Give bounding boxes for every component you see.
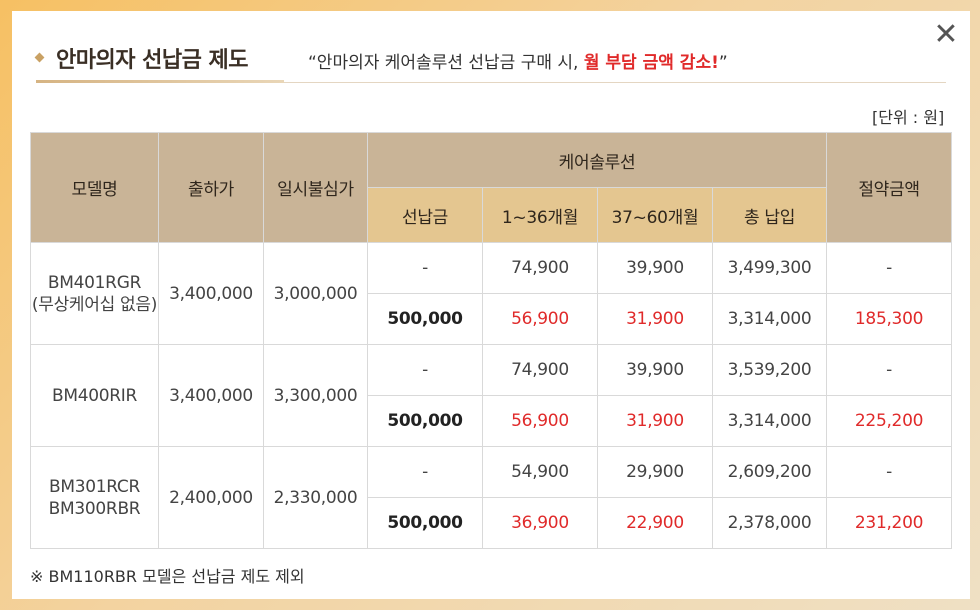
subheader-prepay: 선납금 bbox=[367, 187, 483, 243]
model-name: BM401RGR bbox=[47, 272, 142, 293]
model-cell: BM400RIR bbox=[30, 344, 159, 447]
lump-sum-price-cell: 3,000,000 bbox=[263, 242, 368, 345]
month-37-60-cell: 39,900 bbox=[597, 242, 713, 294]
total-cell: 3,539,200 bbox=[711, 344, 828, 396]
lump-sum-price-cell: 2,330,000 bbox=[263, 446, 368, 549]
factory-price-cell: 2,400,000 bbox=[158, 446, 264, 549]
model-note: (무상케어십 없음) bbox=[31, 294, 158, 315]
total-cell: 3,314,000 bbox=[711, 395, 828, 447]
month-1-36-cell: 56,900 bbox=[482, 395, 598, 447]
month-37-60-cell: 31,900 bbox=[597, 395, 713, 447]
prepay-cell: - bbox=[367, 446, 483, 498]
table-row: 500,000 56,900 31,900 3,314,000 225,200 bbox=[31, 395, 953, 447]
month-37-60-cell: 29,900 bbox=[597, 446, 713, 498]
month-1-36-cell: 54,900 bbox=[482, 446, 598, 498]
model-cell: BM301RCR BM300RBR bbox=[30, 446, 159, 549]
close-icon[interactable]: ✕ bbox=[933, 17, 959, 52]
total-cell: 3,499,300 bbox=[711, 242, 828, 294]
factory-price-cell: 3,400,000 bbox=[158, 344, 264, 447]
model-name: BM300RBR bbox=[48, 498, 141, 519]
table-row: BM401RGR (무상케어십 없음) 3,400,000 3,000,000 … bbox=[30, 242, 953, 345]
tagline-prefix: “안마의자 케어솔루션 선납금 구매 시, bbox=[308, 53, 584, 73]
tagline-highlight: 월 부담 금액 감소! bbox=[583, 53, 719, 73]
total-cell: 2,609,200 bbox=[711, 446, 828, 498]
month-1-36-cell: 56,900 bbox=[482, 293, 598, 345]
header-model: 모델명 bbox=[30, 132, 159, 243]
month-37-60-cell: 39,900 bbox=[597, 344, 713, 396]
savings-cell: 185,300 bbox=[826, 293, 953, 345]
header-care-solution: 케어솔루션 bbox=[366, 132, 828, 188]
tagline-suffix: ” bbox=[718, 53, 728, 73]
savings-cell: 225,200 bbox=[826, 395, 953, 447]
modal-header: 안마의자 선납금 제도 “안마의자 케어솔루션 선납금 구매 시, 월 부담 금… bbox=[34, 40, 946, 84]
model-name: BM301RCR bbox=[48, 476, 141, 497]
header-lump-sum-price: 일시불심가 bbox=[263, 132, 368, 243]
diamond-bullet-icon bbox=[34, 52, 45, 63]
savings-cell: - bbox=[826, 446, 953, 498]
footnote: ※ BM110RBR 모델은 선납금 제도 제외 bbox=[30, 567, 305, 586]
header-savings: 절약금액 bbox=[826, 132, 953, 243]
prepay-cell: - bbox=[367, 242, 483, 294]
lump-sum-price-cell: 3,300,000 bbox=[263, 344, 368, 447]
table-row: 500,000 56,900 31,900 3,314,000 185,300 bbox=[31, 293, 953, 345]
prepay-cell: - bbox=[367, 344, 483, 396]
month-37-60-cell: 22,900 bbox=[597, 497, 713, 549]
prepay-cell: 500,000 bbox=[367, 395, 483, 447]
subheader-total: 총 납입 bbox=[711, 187, 828, 243]
header-divider bbox=[36, 82, 946, 83]
table-row: BM301RCR BM300RBR 2,400,000 2,330,000 - … bbox=[30, 446, 953, 549]
month-1-36-cell: 74,900 bbox=[482, 344, 598, 396]
total-cell: 3,314,000 bbox=[711, 293, 828, 345]
month-1-36-cell: 74,900 bbox=[482, 242, 598, 294]
month-37-60-cell: 31,900 bbox=[597, 293, 713, 345]
price-table: 모델명 출하가 일시불심가 케어솔루션 절약금액 선납금 1~36개월 37~6… bbox=[30, 132, 953, 549]
total-cell: 2,378,000 bbox=[711, 497, 828, 549]
subheader-month-1-36: 1~36개월 bbox=[482, 187, 598, 243]
tagline: “안마의자 케어솔루션 선납금 구매 시, 월 부담 금액 감소!” bbox=[308, 48, 728, 73]
model-name: BM400RIR bbox=[51, 385, 137, 406]
unit-label: [단위 : 원] bbox=[872, 108, 945, 127]
table-row: BM400RIR 3,400,000 3,300,000 - 74,900 39… bbox=[30, 344, 953, 447]
subheader-month-37-60: 37~60개월 bbox=[597, 187, 713, 243]
savings-cell: - bbox=[826, 344, 953, 396]
factory-price-cell: 3,400,000 bbox=[158, 242, 264, 345]
header-divider-accent bbox=[36, 80, 284, 83]
month-1-36-cell: 36,900 bbox=[482, 497, 598, 549]
model-cell: BM401RGR (무상케어십 없음) bbox=[30, 242, 159, 345]
header-factory-price: 출하가 bbox=[158, 132, 264, 243]
page-title: 안마의자 선납금 제도 bbox=[56, 48, 248, 73]
savings-cell: - bbox=[826, 242, 953, 294]
prepay-cell: 500,000 bbox=[367, 293, 483, 345]
table-row: 500,000 36,900 22,900 2,378,000 231,200 bbox=[31, 497, 953, 549]
savings-cell: 231,200 bbox=[826, 497, 953, 549]
prepay-cell: 500,000 bbox=[367, 497, 483, 549]
